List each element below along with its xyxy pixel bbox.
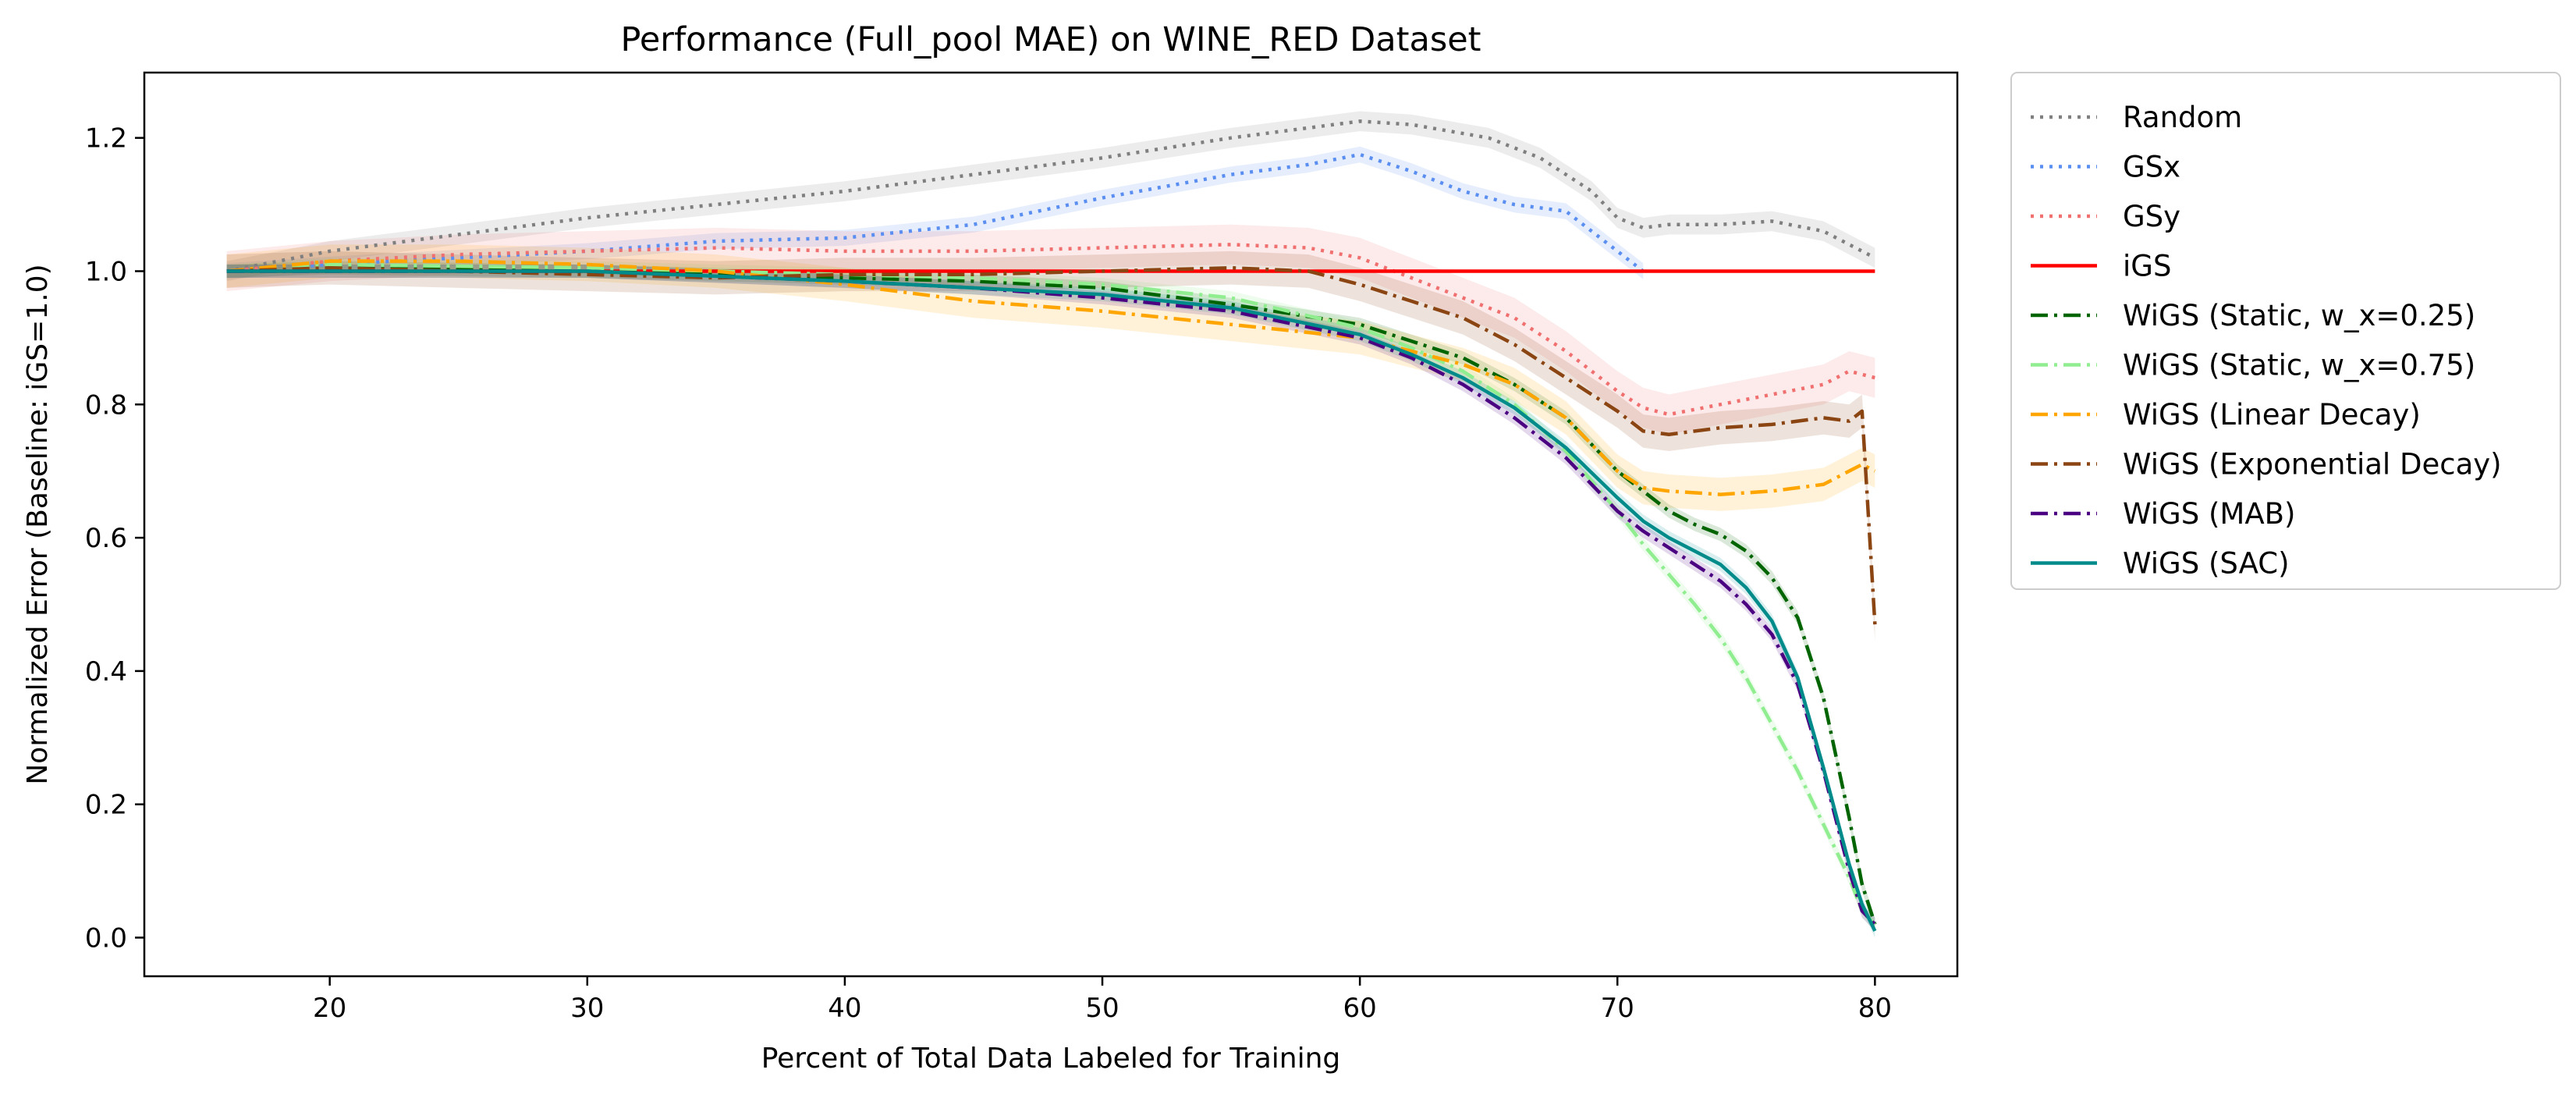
band-wigs-mab xyxy=(226,264,1875,931)
y-tick-label: 0.6 xyxy=(85,523,127,554)
legend-label-gsy: GSy xyxy=(2123,200,2180,233)
chart-title: Performance (Full_pool MAE) on WINE_RED … xyxy=(620,20,1481,59)
plot-frame xyxy=(143,71,1959,978)
x-tick-label: 40 xyxy=(828,993,861,1024)
line-random xyxy=(226,119,1876,273)
legend-label-wigs-sac: WiGS (SAC) xyxy=(2123,547,2290,581)
x-tick-label: 50 xyxy=(1085,993,1119,1024)
legend-label-wigs-static-w-x-0-75: WiGS (Static, w_x=0.75) xyxy=(2123,349,2475,382)
legend-label-random: Random xyxy=(2123,101,2242,134)
y-tick-label: 0.2 xyxy=(85,790,127,821)
x-tick-label: 60 xyxy=(1343,993,1377,1024)
line-wigs-sac xyxy=(226,269,1877,932)
legend-frame xyxy=(2010,72,2561,590)
band-gsy xyxy=(226,224,1875,435)
line-wigs-exponential-decay xyxy=(226,265,1877,625)
x-axis-label: Percent of Total Data Labeled for Traini… xyxy=(761,1043,1341,1075)
line-wigs-static-w-x-0-25 xyxy=(226,265,1877,926)
x-tick-label: 80 xyxy=(1858,993,1892,1024)
line-wigs-linear-decay xyxy=(226,259,1876,496)
line-gsy xyxy=(226,243,1875,417)
legend-label-wigs-mab: WiGS (MAB) xyxy=(2123,497,2295,531)
y-axis: 0.0 0.2 0.4 0.6 0.8 1.0 1.2 xyxy=(85,123,144,954)
y-tick-label: 1.0 xyxy=(85,256,127,287)
line-wigs-static-w-x-0-75 xyxy=(226,262,1876,926)
band-wigs-static-w-x-0-25 xyxy=(226,261,1875,931)
line-wigs-mab xyxy=(226,269,1876,926)
y-tick-label: 0.4 xyxy=(85,656,127,688)
legend-label-gsx: GSx xyxy=(2123,151,2180,184)
legend-label-wigs-static-w-x-0-25: WiGS (Static, w_x=0.25) xyxy=(2123,299,2475,332)
x-axis: 20 30 40 50 60 70 80 xyxy=(313,976,1892,1024)
x-tick-label: 20 xyxy=(313,993,346,1024)
band-gsx xyxy=(226,146,1644,279)
legend-label-wigs-linear-decay: WiGS (Linear Decay) xyxy=(2123,398,2421,432)
band-wigs-static-w-x-0-75 xyxy=(226,258,1875,931)
legend: Random GSx GSy iGS WiGS (Static, w_x=0.25) Wi… xyxy=(2010,72,2561,590)
y-tick-label: 1.2 xyxy=(85,123,127,155)
x-tick-label: 70 xyxy=(1601,993,1634,1024)
legend-label-igs: iGS xyxy=(2123,250,2171,283)
series-lines xyxy=(226,119,1877,932)
x-tick-label: 30 xyxy=(570,993,604,1024)
band-wigs-sac xyxy=(226,264,1875,938)
y-tick-label: 0.0 xyxy=(85,922,127,954)
y-axis-label: Normalized Error (Baseline: iGS=1.0) xyxy=(22,264,54,784)
legend-label-wigs-exponential-decay: WiGS (Exponential Decay) xyxy=(2123,448,2502,481)
y-tick-label: 0.8 xyxy=(85,389,127,421)
